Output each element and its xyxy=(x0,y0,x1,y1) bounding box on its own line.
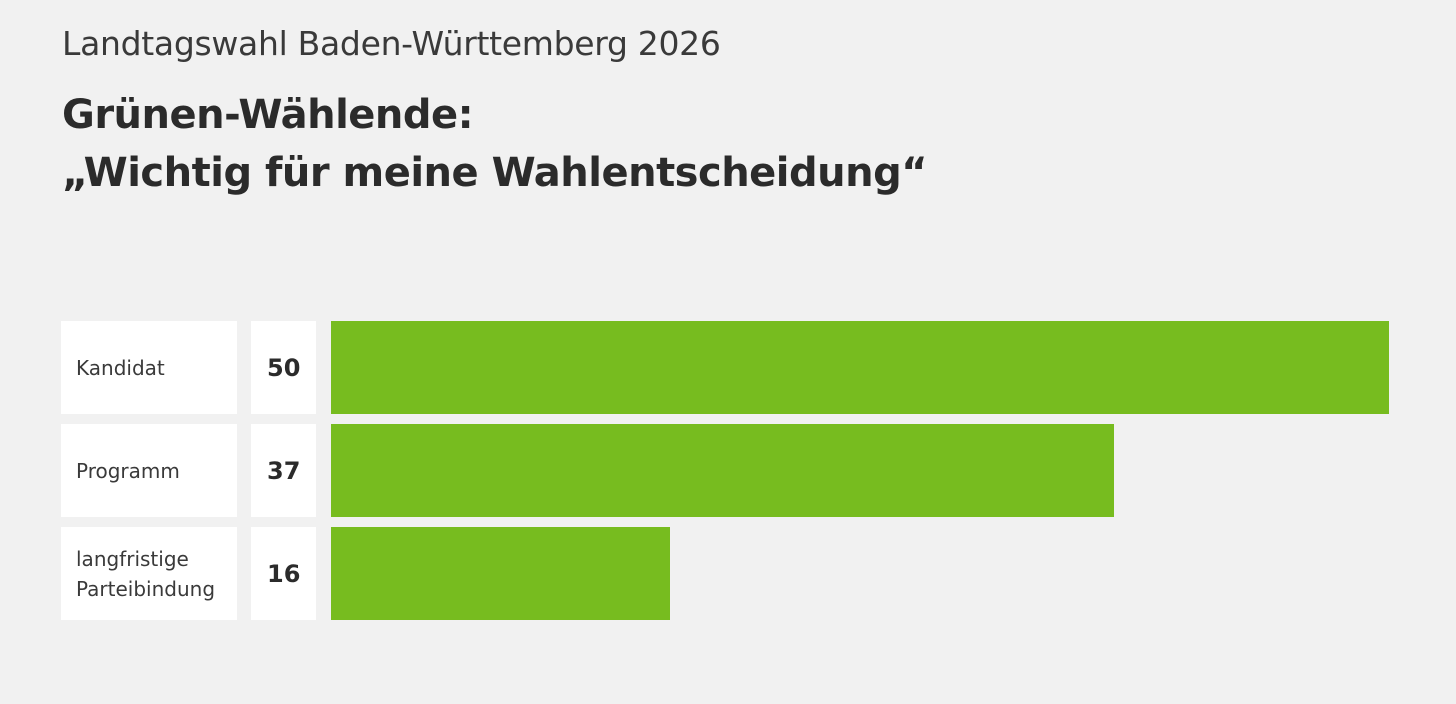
bar xyxy=(331,424,1114,517)
category-label: Programm xyxy=(61,424,237,517)
category-label-text: Programm xyxy=(76,458,180,483)
data-label: 37 xyxy=(251,424,316,517)
data-label: 50 xyxy=(251,321,316,414)
bar xyxy=(331,527,670,620)
category-label: langfristige Parteibindung xyxy=(61,527,237,620)
chart-title-line-1: Grünen-Wählende: xyxy=(62,92,474,138)
chart-title-line-2: „Wichtig für meine Wahlentscheidung“ xyxy=(62,150,928,196)
bar xyxy=(331,321,1389,414)
category-label-text: langfristige Parteibindung xyxy=(76,546,216,601)
category-label-text: Kandidat xyxy=(76,355,165,380)
chart-title: Grünen-Wählende: „Wichtig für meine Wahl… xyxy=(62,86,928,202)
chart-kicker: Landtagswahl Baden-Württemberg 2026 xyxy=(62,24,721,63)
data-label: 16 xyxy=(251,527,316,620)
category-label: Kandidat xyxy=(61,321,237,414)
